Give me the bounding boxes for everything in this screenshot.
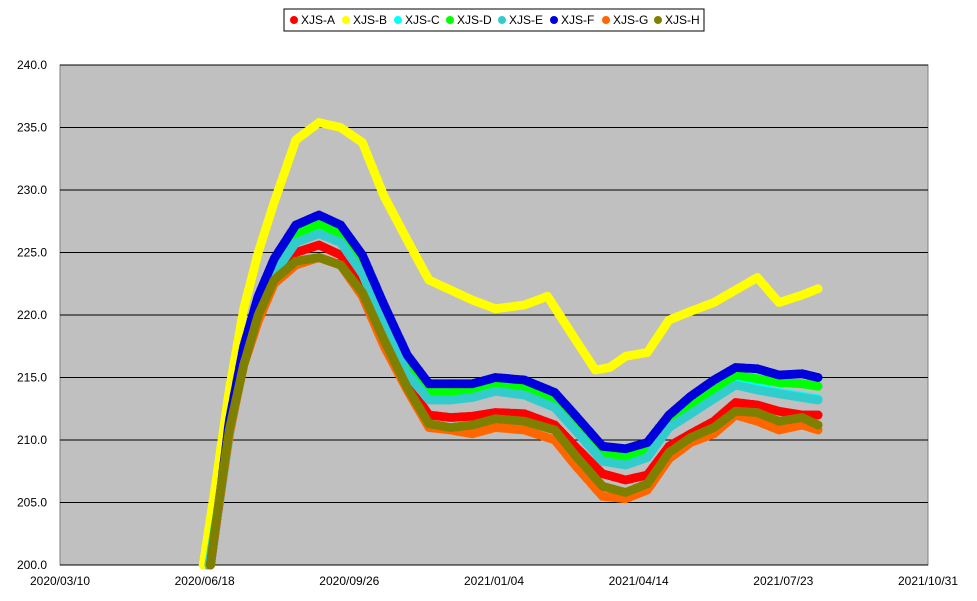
legend: XJS-A XJS-B XJS-C XJS-D XJS-E XJS-F XJS-G XJS-H: [283, 8, 705, 32]
x-tick-label: 2021/04/14: [609, 574, 669, 588]
x-tick-label: 2021/01/04: [464, 574, 524, 588]
legend-marker: [342, 16, 350, 24]
legend-label: XJS-H: [665, 13, 700, 27]
data-point: [813, 284, 823, 294]
y-tick-label: 210.0: [17, 433, 47, 447]
legend-label: XJS-D: [457, 13, 492, 27]
y-tick-label: 205.0: [17, 496, 47, 510]
legend-label: XJS-B: [353, 13, 387, 27]
series-XJS-B: [198, 118, 823, 570]
legend-marker: [394, 16, 402, 24]
legend-label: XJS-G: [613, 13, 648, 27]
data-point: [813, 395, 823, 405]
legend-label: XJS-E: [509, 13, 543, 27]
legend-marker: [498, 16, 506, 24]
legend-marker: [602, 16, 610, 24]
legend-label: XJS-A: [301, 13, 335, 27]
legend-marker: [290, 16, 298, 24]
data-point: [813, 381, 823, 391]
series-XJS-H: [206, 253, 823, 570]
series-layer: [198, 118, 823, 570]
data-point: [813, 373, 823, 382]
series-XJS-F: [206, 210, 823, 570]
y-tick-label: 220.0: [17, 308, 47, 322]
y-tick-label: 215.0: [17, 371, 47, 385]
legend-label: XJS-F: [561, 13, 594, 27]
legend-marker: [446, 16, 454, 24]
y-tick-label: 235.0: [17, 121, 47, 135]
y-tick-label: 230.0: [17, 183, 47, 197]
y-tick-label: 200.0: [17, 558, 47, 572]
data-point: [813, 410, 823, 420]
legend-label: XJS-C: [405, 13, 440, 27]
x-tick-label: 2021/07/23: [753, 574, 813, 588]
x-tick-label: 2020/09/26: [319, 574, 379, 588]
x-tick-label: 2020/03/10: [30, 574, 90, 588]
legend-marker: [550, 16, 558, 24]
y-tick-label: 240.0: [17, 58, 47, 72]
y-tick-label: 225.0: [17, 246, 47, 260]
x-tick-label: 2021/10/31: [898, 574, 958, 588]
data-point: [813, 420, 823, 430]
legend-box: [283, 8, 705, 32]
y-axis-tick-labels: 200.0 205.0 210.0 215.0 220.0 225.0 230.0 235.0…: [17, 58, 47, 572]
legend-marker: [654, 16, 662, 24]
x-axis-tick-labels: 2020/03/10 2020/06/18 2020/09/26 2021/01/04…: [30, 574, 958, 588]
x-tick-label: 2020/06/18: [175, 574, 235, 588]
